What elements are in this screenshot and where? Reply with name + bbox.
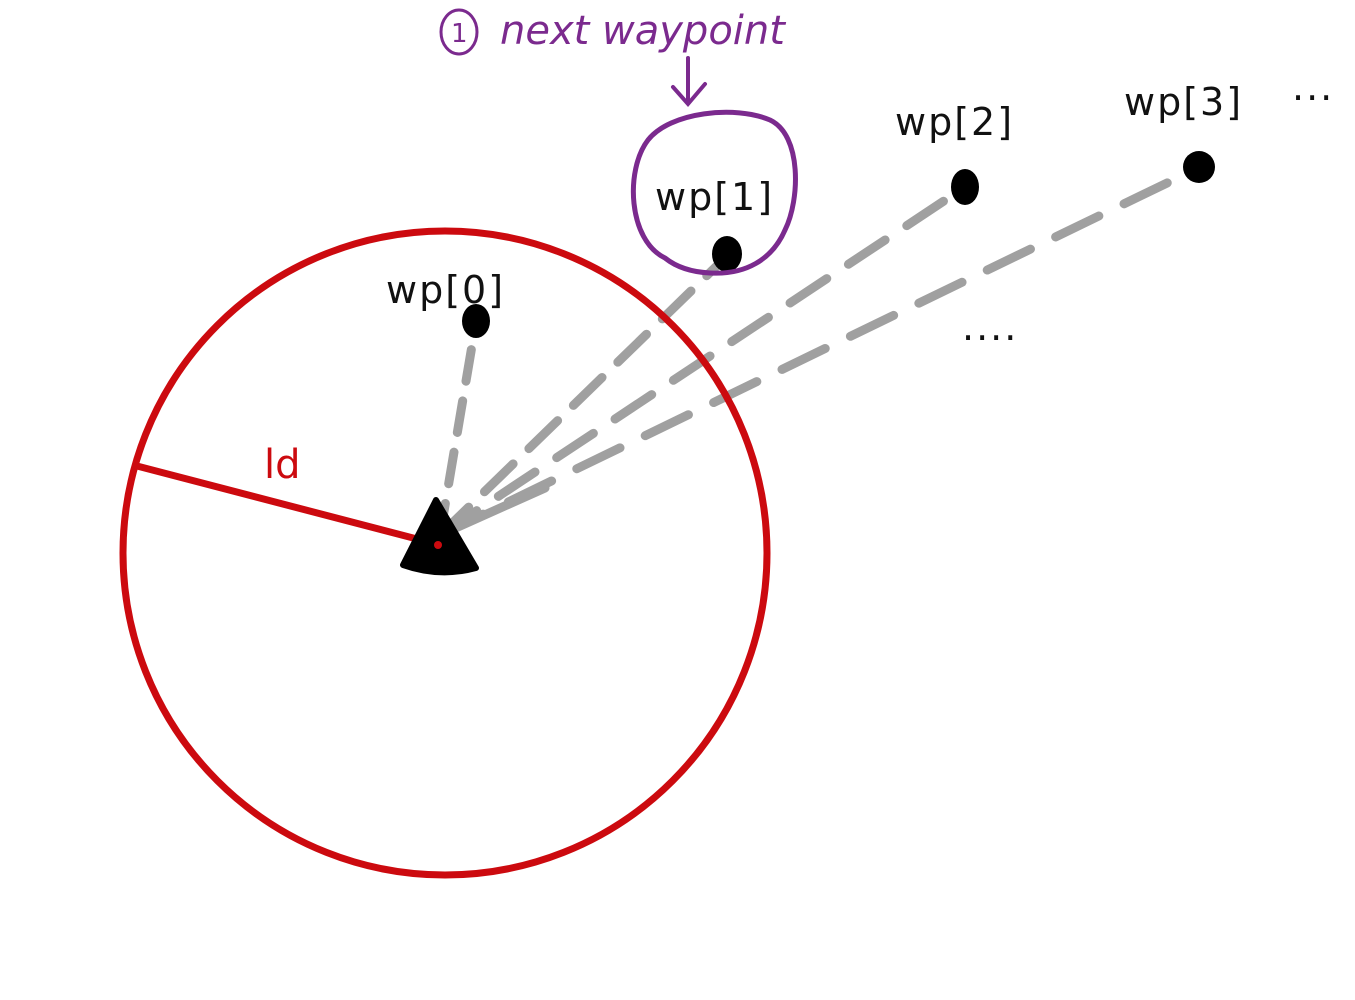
solid-guide-stub [435, 483, 550, 540]
waypoint-markers [462, 151, 1215, 338]
guide-line-wp3 [435, 163, 1203, 540]
annotation-text: next waypoint [500, 8, 786, 54]
next-waypoint-annotation: 1 next waypoint [439, 8, 786, 56]
step-number-badge [439, 8, 479, 56]
guide-line-wp1 [435, 251, 732, 540]
waypoint-point-wp0 [462, 304, 490, 338]
waypoint-label-wp2: wp[2] [895, 100, 1014, 144]
waypoint-label-wp3: wp[3] [1124, 80, 1243, 124]
down-arrow-icon [671, 56, 707, 108]
continuation-ellipsis-trailing: .... [962, 305, 1018, 349]
lookahead-radius-label: ld [264, 442, 301, 488]
triangle-vehicle-icon [400, 497, 479, 576]
next-waypoint-highlight [630, 109, 798, 276]
step-number: 1 [451, 19, 468, 49]
guide-line-wp0 [435, 317, 481, 540]
lookahead-radius-line [133, 462, 444, 549]
waypoint-label-wp1: wp[1] [655, 175, 774, 219]
waypoint-guide-lines [435, 163, 1203, 540]
waypoint-point-wp3 [1183, 151, 1215, 183]
waypoint-point-wp1 [712, 236, 742, 272]
continuation-ellipsis-top: ... [1292, 65, 1334, 109]
lookahead-circle [119, 227, 771, 879]
waypoint-label-wp0: wp[0] [386, 268, 505, 312]
waypoint-point-wp2 [951, 169, 979, 205]
